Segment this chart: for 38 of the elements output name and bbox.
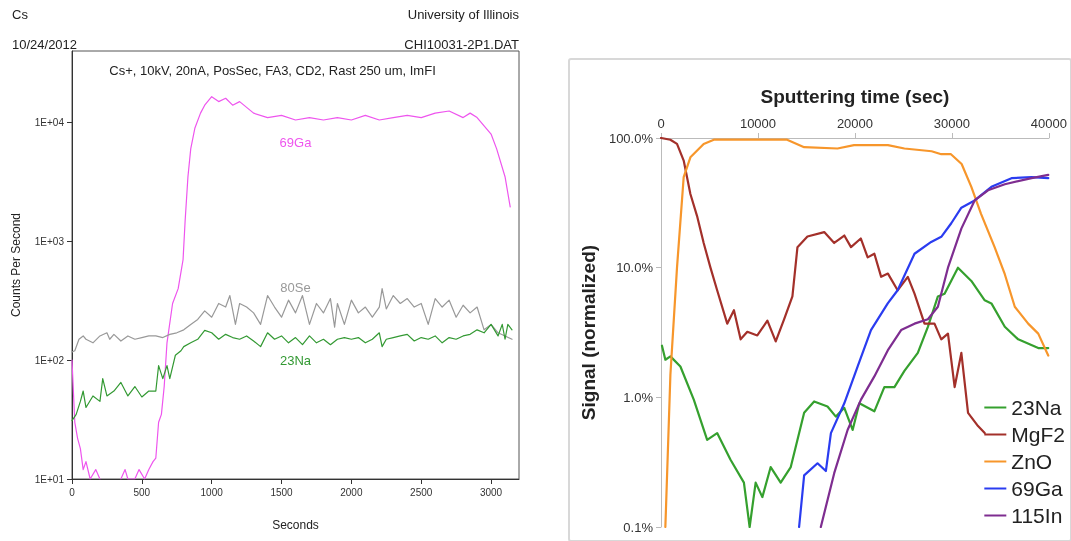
- text: Cs: [12, 7, 29, 22]
- x-axis-title: Seconds: [272, 518, 319, 532]
- legend-label: 23Na: [1011, 396, 1062, 419]
- annotation: CHI10031-2P1.DAT: [404, 37, 520, 52]
- x-tick-label: 2500: [410, 486, 433, 498]
- x-tick-label: 3000: [479, 486, 503, 498]
- x-tick-label: 1500: [270, 486, 294, 498]
- text: University of Illinois: [407, 7, 520, 22]
- x-tick-label: 40000: [1030, 116, 1067, 131]
- legend-label: MgF2: [1011, 423, 1066, 446]
- y-tick-label: 100.0%: [608, 130, 654, 146]
- x-tick-label: 2000: [340, 486, 363, 498]
- text: Cs+, 10kV, 20nA, PosSec, FA3, CD2, Rast 250 um, ImFI: [109, 63, 436, 78]
- y-tick-label: 1E+01: [34, 473, 65, 485]
- x-tick-label: 500: [133, 486, 151, 498]
- x-tick-label: 30000: [933, 116, 971, 131]
- series-label: 23Na: [279, 352, 312, 368]
- x-tick-label: 1000: [200, 486, 224, 498]
- x-axis-title: Sputtering time (sec): [760, 86, 950, 107]
- y-tick-label: 1E+03: [34, 235, 65, 247]
- legend-label: 115In: [1011, 504, 1063, 527]
- legend-label: 69Ga: [1011, 477, 1064, 500]
- y-tick-label: 10.0%: [616, 260, 654, 276]
- legend-label: ZnO: [1011, 450, 1053, 473]
- y-axis-title: Signal (normalized): [578, 244, 600, 421]
- line-series: [71, 323, 513, 422]
- series-label: 69Ga: [279, 135, 313, 151]
- x-tick-label: 20000: [836, 116, 874, 131]
- x-tick-label: 0: [69, 486, 76, 498]
- y-tick-label: 1E+02: [34, 354, 65, 366]
- annotation: 10/24/2012: [12, 37, 78, 52]
- x-tick-label: 0: [657, 116, 665, 131]
- y-axis-title: Counts Per Second: [9, 212, 23, 318]
- x-tick-label: 10000: [739, 116, 777, 131]
- series-label: 80Se: [280, 279, 311, 295]
- y-tick-label: 1E+04: [34, 117, 65, 129]
- y-tick-label: 1.0%: [623, 389, 654, 405]
- y-tick-label: 0.1%: [623, 519, 654, 535]
